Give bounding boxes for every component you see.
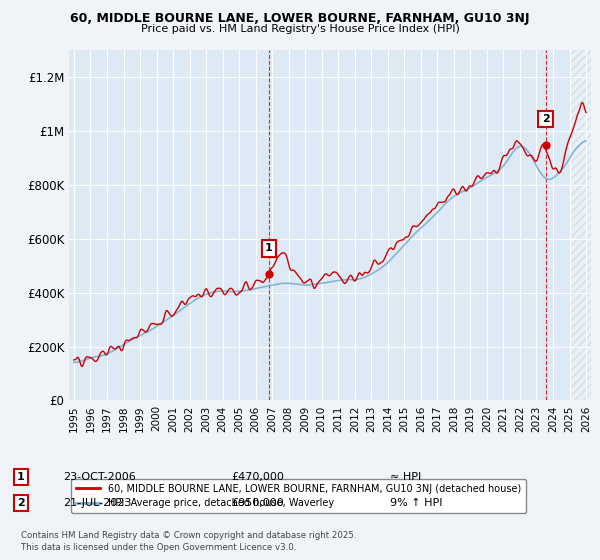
Text: ≈ HPI: ≈ HPI [390, 472, 421, 482]
Text: 1: 1 [265, 243, 273, 253]
Text: 60, MIDDLE BOURNE LANE, LOWER BOURNE, FARNHAM, GU10 3NJ: 60, MIDDLE BOURNE LANE, LOWER BOURNE, FA… [70, 12, 530, 25]
Text: 2: 2 [17, 498, 25, 508]
Text: 23-OCT-2006: 23-OCT-2006 [63, 472, 136, 482]
Text: £470,000: £470,000 [231, 472, 284, 482]
Text: 1: 1 [17, 472, 25, 482]
Text: 21-JUL-2023: 21-JUL-2023 [63, 498, 131, 508]
Text: 9% ↑ HPI: 9% ↑ HPI [390, 498, 443, 508]
Text: £950,000: £950,000 [231, 498, 284, 508]
Bar [569, 50, 591, 400]
Text: 2: 2 [542, 114, 550, 124]
Text: Contains HM Land Registry data © Crown copyright and database right 2025.
This d: Contains HM Land Registry data © Crown c… [21, 531, 356, 552]
Legend: 60, MIDDLE BOURNE LANE, LOWER BOURNE, FARNHAM, GU10 3NJ (detached house), HPI: A: 60, MIDDLE BOURNE LANE, LOWER BOURNE, FA… [71, 479, 526, 514]
Text: Price paid vs. HM Land Registry's House Price Index (HPI): Price paid vs. HM Land Registry's House … [140, 24, 460, 34]
